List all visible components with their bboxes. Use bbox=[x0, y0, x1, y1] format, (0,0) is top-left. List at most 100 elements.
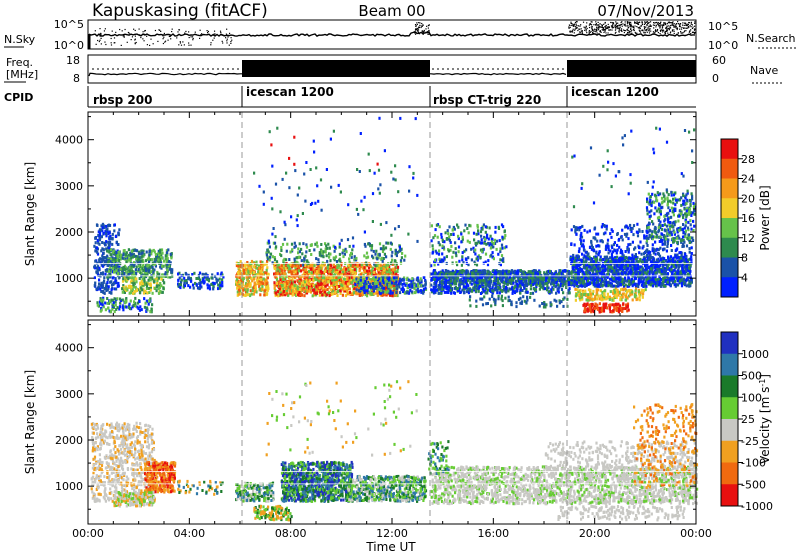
echo-cell bbox=[326, 259, 329, 263]
echo-cell bbox=[383, 262, 386, 266]
echo-cell bbox=[504, 296, 507, 300]
echo-cell bbox=[169, 275, 172, 279]
echo-cell bbox=[534, 288, 537, 292]
echo-cell bbox=[552, 277, 555, 281]
echo-cell bbox=[299, 264, 302, 268]
echo-cell bbox=[338, 242, 341, 246]
echo-cell bbox=[529, 295, 532, 299]
echo-cell bbox=[118, 265, 121, 269]
echo-cell bbox=[165, 264, 168, 268]
echo-cell bbox=[288, 288, 291, 292]
echo-cell bbox=[109, 237, 112, 241]
echo-cell bbox=[148, 253, 151, 257]
echo-cell bbox=[171, 270, 174, 274]
echo-cell bbox=[529, 282, 532, 286]
echo-cell bbox=[254, 285, 257, 289]
echo-cell bbox=[210, 276, 213, 280]
echo-cell bbox=[104, 243, 107, 247]
echo-cell bbox=[555, 273, 558, 277]
echo-cell bbox=[387, 263, 390, 267]
echo-cell bbox=[350, 268, 353, 272]
echo-cell bbox=[264, 282, 267, 286]
echo-cell bbox=[359, 284, 363, 288]
echo-cell bbox=[340, 263, 343, 267]
echo-cell bbox=[365, 276, 368, 280]
echo-cell bbox=[113, 297, 116, 301]
echo-cell bbox=[150, 307, 153, 311]
echo-cell bbox=[445, 255, 448, 259]
echo-cell bbox=[252, 275, 255, 279]
echo-cell bbox=[476, 277, 479, 281]
echo-cell bbox=[479, 230, 483, 234]
echo-cell bbox=[298, 242, 301, 246]
echo-cell bbox=[140, 286, 143, 290]
echo-cell bbox=[467, 256, 470, 260]
echo-cell bbox=[532, 283, 535, 287]
echo-cell bbox=[542, 287, 545, 291]
echo-cell bbox=[262, 277, 265, 281]
echo-cell bbox=[305, 278, 308, 282]
echo-cell bbox=[252, 273, 255, 277]
echo-cell bbox=[198, 278, 202, 282]
echo-cell bbox=[292, 287, 295, 291]
echo-cell bbox=[541, 281, 544, 285]
echo-cell bbox=[128, 266, 131, 270]
echo-cell bbox=[510, 281, 513, 285]
echo-cell bbox=[153, 262, 157, 266]
echo-cell bbox=[525, 288, 528, 292]
echo-cell bbox=[513, 290, 516, 294]
echo-cell bbox=[187, 284, 190, 288]
echo-cell bbox=[357, 212, 360, 216]
echo-cell bbox=[535, 283, 538, 287]
echo-cell bbox=[544, 278, 547, 282]
echo-cell bbox=[236, 275, 240, 279]
echo-cell bbox=[170, 256, 173, 260]
echo-cell bbox=[204, 272, 207, 276]
echo-cell bbox=[550, 288, 553, 292]
echo-cell bbox=[338, 245, 341, 249]
echo-cell bbox=[143, 280, 146, 284]
echo-cell bbox=[151, 277, 154, 281]
echo-cell bbox=[469, 304, 472, 308]
echo-cell bbox=[301, 212, 304, 215]
echo-cell bbox=[282, 287, 285, 291]
echo-cell bbox=[345, 282, 348, 286]
echo-cell bbox=[202, 277, 205, 281]
echo-cell bbox=[568, 291, 571, 295]
echo-cell bbox=[430, 272, 433, 276]
echo-cell bbox=[308, 271, 311, 275]
echo-cell bbox=[133, 273, 136, 277]
echo-cell bbox=[498, 291, 501, 295]
echo-cell bbox=[122, 308, 125, 312]
echo-cell bbox=[137, 301, 140, 305]
echo-cell bbox=[476, 270, 479, 274]
echo-cell bbox=[132, 248, 135, 252]
echo-cell bbox=[430, 224, 433, 228]
echo-cell bbox=[560, 300, 563, 304]
echo-cell bbox=[459, 278, 462, 282]
echo-cell bbox=[296, 287, 299, 291]
echo-cell bbox=[148, 263, 151, 267]
echo-cell bbox=[545, 303, 548, 307]
echo-cell bbox=[118, 305, 122, 309]
echo-cell bbox=[449, 248, 452, 252]
echo-cell bbox=[487, 237, 490, 241]
echo-cell bbox=[303, 294, 306, 298]
echo-cell bbox=[407, 232, 410, 236]
echo-cell bbox=[98, 242, 101, 246]
echo-cell bbox=[496, 291, 499, 295]
echo-cell bbox=[372, 276, 375, 280]
echo-cell bbox=[161, 290, 164, 294]
echo-cell bbox=[475, 241, 479, 245]
echo-cell bbox=[340, 273, 343, 277]
echo-cell bbox=[466, 239, 469, 243]
echo-cell bbox=[496, 277, 500, 281]
echo-cell bbox=[362, 273, 365, 277]
echo-cell bbox=[371, 270, 374, 274]
echo-cell bbox=[461, 235, 464, 239]
echo-cell bbox=[136, 255, 139, 259]
echo-cell bbox=[332, 244, 335, 248]
echo-cell bbox=[390, 281, 393, 285]
echo-cell bbox=[411, 277, 414, 281]
echo-cell bbox=[129, 271, 132, 275]
